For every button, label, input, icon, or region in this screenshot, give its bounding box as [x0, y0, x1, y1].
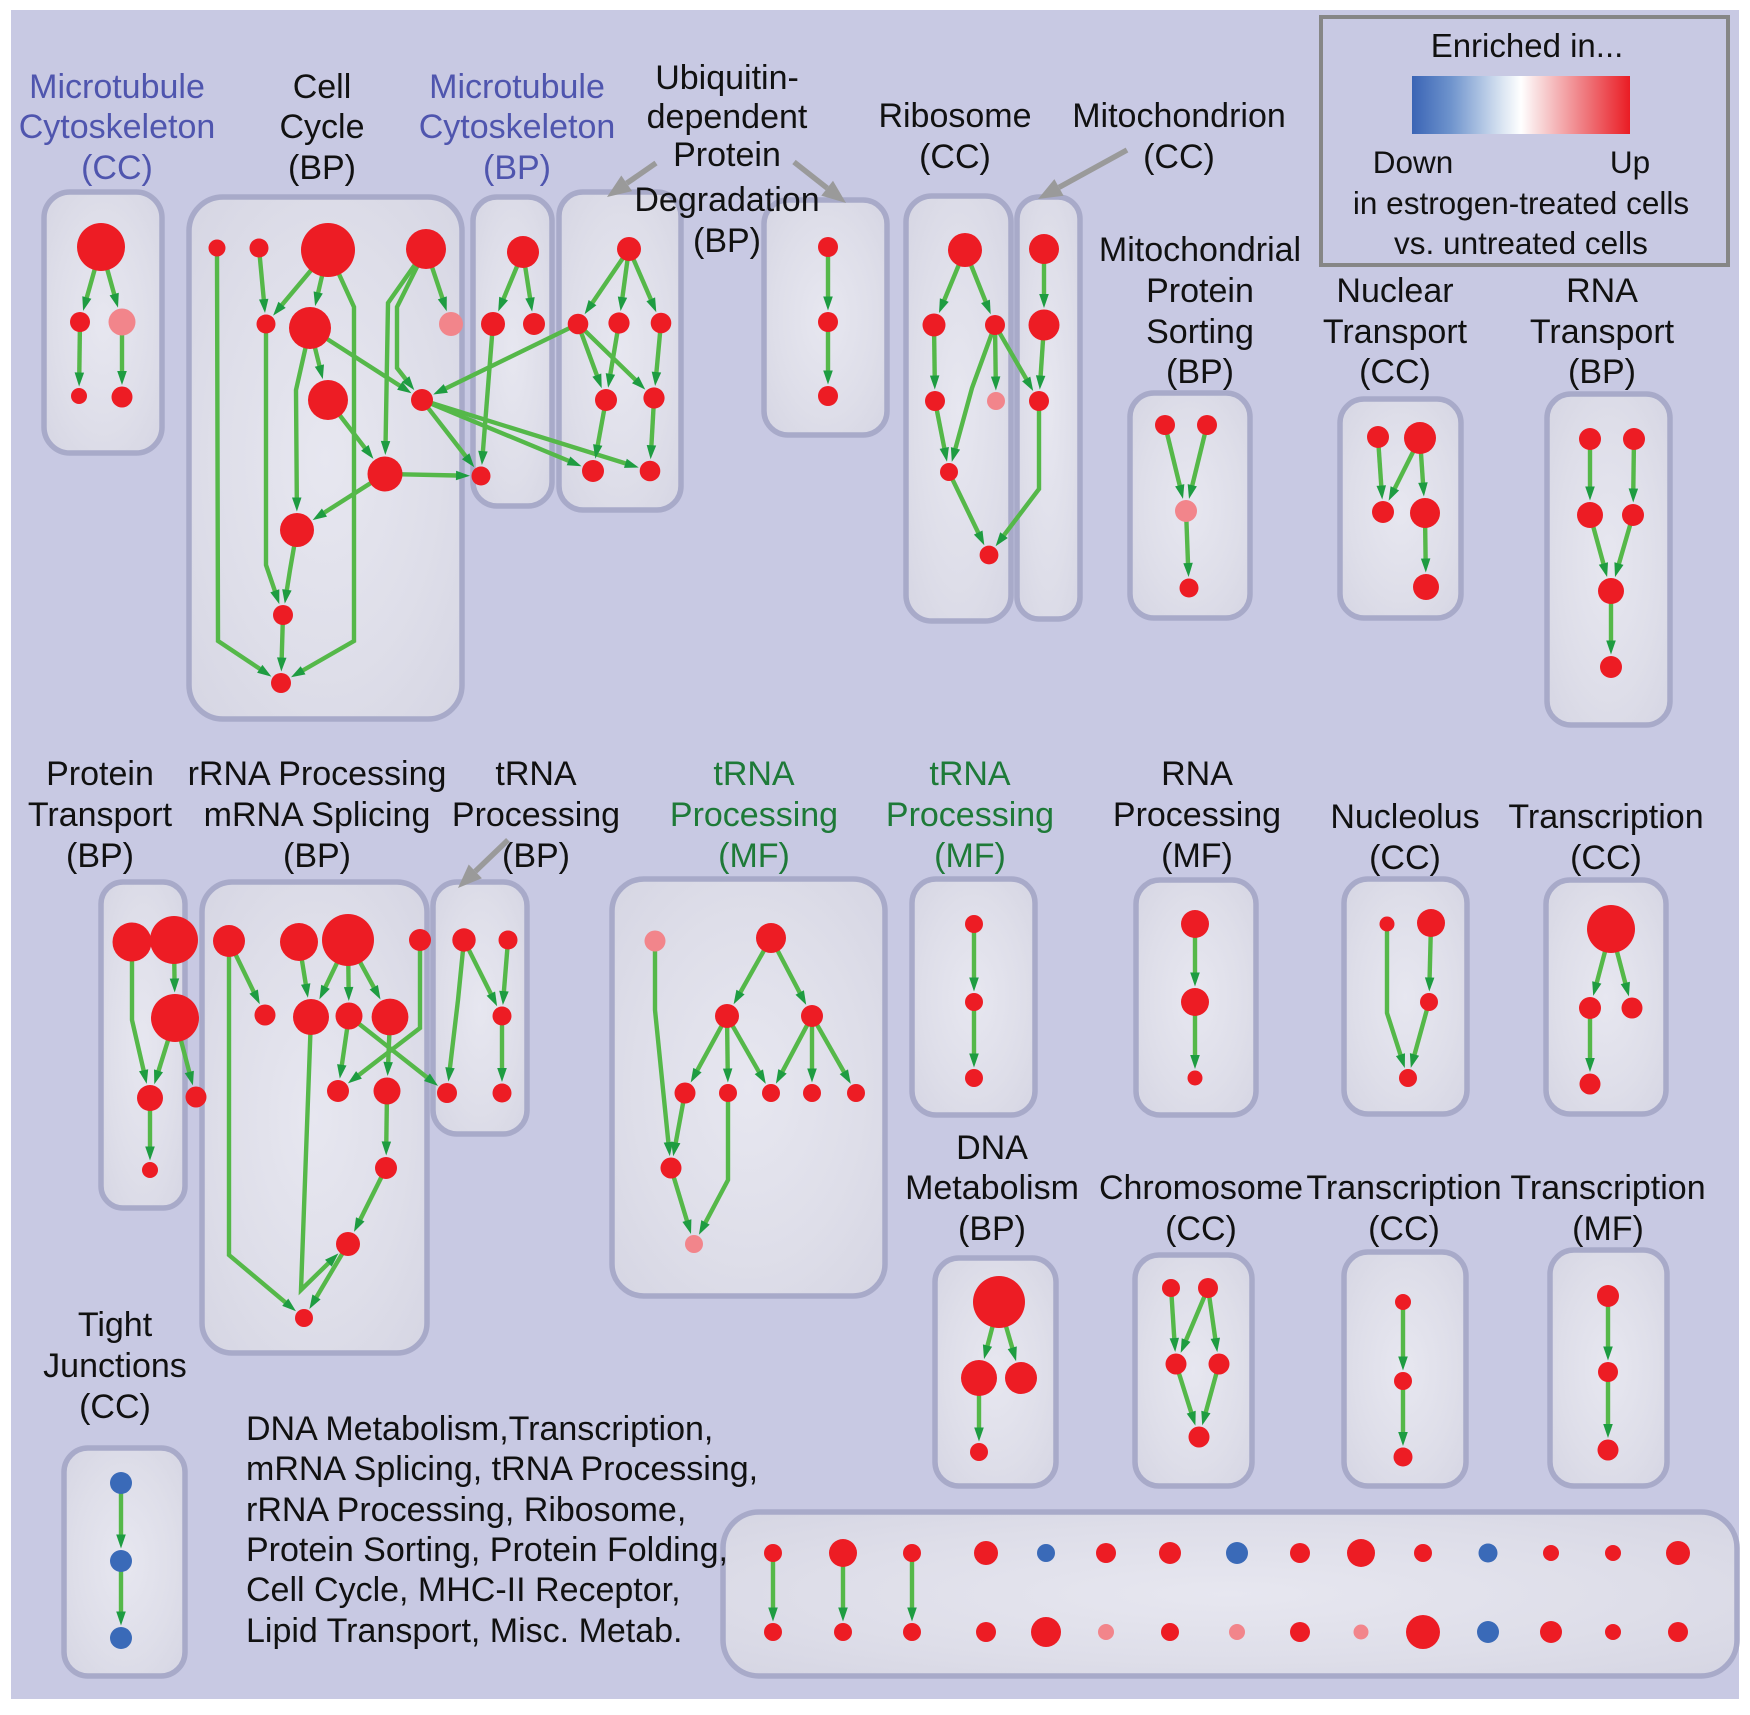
svg-text:(BP): (BP): [283, 837, 351, 875]
svg-text:Nuclear: Nuclear: [1336, 272, 1453, 310]
svg-text:Tight: Tight: [78, 1306, 153, 1344]
svg-text:Processing: Processing: [1113, 796, 1281, 834]
svg-text:Metabolism: Metabolism: [905, 1169, 1079, 1207]
svg-text:Degradation: Degradation: [634, 181, 819, 219]
svg-text:Ubiquitin-: Ubiquitin-: [655, 59, 799, 97]
svg-text:tRNA: tRNA: [495, 755, 577, 793]
svg-text:RNA: RNA: [1161, 755, 1233, 793]
svg-text:(CC): (CC): [1368, 1210, 1440, 1248]
svg-text:Transcription: Transcription: [1508, 798, 1703, 836]
svg-text:RNA: RNA: [1566, 272, 1638, 310]
svg-text:Junctions: Junctions: [43, 1347, 187, 1385]
svg-text:Up: Up: [1610, 144, 1650, 180]
svg-text:(BP): (BP): [502, 837, 570, 875]
svg-text:Enriched in...: Enriched in...: [1431, 27, 1624, 64]
svg-text:Mitochondrion: Mitochondrion: [1072, 97, 1286, 135]
svg-text:Microtubule: Microtubule: [429, 68, 605, 106]
svg-text:rRNA Processing: rRNA Processing: [188, 755, 447, 793]
svg-text:(BP): (BP): [693, 222, 761, 260]
svg-text:Cytoskeleton: Cytoskeleton: [19, 108, 216, 146]
svg-text:(BP): (BP): [958, 1210, 1026, 1248]
svg-text:(CC): (CC): [1143, 138, 1215, 176]
svg-text:(CC): (CC): [1570, 839, 1642, 877]
svg-text:Transcription: Transcription: [1306, 1169, 1501, 1207]
svg-text:Protein: Protein: [1146, 272, 1254, 310]
svg-text:(BP): (BP): [66, 837, 134, 875]
svg-text:Transport: Transport: [1530, 313, 1675, 351]
svg-text:Nucleolus: Nucleolus: [1330, 798, 1479, 836]
svg-text:Transport: Transport: [1323, 313, 1468, 351]
svg-text:Cell Cycle, MHC-II Receptor,: Cell Cycle, MHC-II Receptor,: [246, 1571, 681, 1609]
svg-text:Transport: Transport: [28, 796, 173, 834]
svg-text:Chromosome: Chromosome: [1099, 1169, 1303, 1207]
svg-text:(MF): (MF): [1572, 1210, 1644, 1248]
svg-text:(CC): (CC): [79, 1388, 151, 1426]
svg-text:(BP): (BP): [1166, 353, 1234, 391]
svg-text:(BP): (BP): [288, 149, 356, 187]
svg-text:mRNA Splicing, tRNA Processing: mRNA Splicing, tRNA Processing,: [246, 1450, 758, 1488]
svg-text:Ribosome: Ribosome: [878, 97, 1031, 135]
svg-text:Protein Sorting, Protein Foldi: Protein Sorting, Protein Folding,: [246, 1531, 728, 1569]
svg-text:in estrogen-treated cells: in estrogen-treated cells: [1353, 185, 1689, 221]
svg-text:(BP): (BP): [483, 149, 551, 187]
svg-text:vs. untreated cells: vs. untreated cells: [1394, 225, 1648, 261]
svg-text:Cell: Cell: [293, 68, 352, 106]
svg-text:(MF): (MF): [934, 837, 1006, 875]
svg-text:mRNA Splicing: mRNA Splicing: [204, 796, 431, 834]
svg-text:DNA: DNA: [956, 1129, 1028, 1167]
svg-text:tRNA: tRNA: [929, 755, 1011, 793]
svg-text:Sorting: Sorting: [1146, 313, 1254, 351]
svg-text:(CC): (CC): [1369, 839, 1441, 877]
svg-text:Protein: Protein: [46, 755, 154, 793]
svg-text:tRNA: tRNA: [713, 755, 795, 793]
svg-text:Mitochondrial: Mitochondrial: [1099, 231, 1301, 269]
svg-text:(MF): (MF): [1161, 837, 1233, 875]
svg-text:Lipid Transport, Misc. Metab.: Lipid Transport, Misc. Metab.: [246, 1612, 683, 1650]
svg-text:Processing: Processing: [886, 796, 1054, 834]
svg-text:(CC): (CC): [1165, 1210, 1237, 1248]
svg-text:Processing: Processing: [670, 796, 838, 834]
svg-text:(BP): (BP): [1568, 353, 1636, 391]
svg-text:(MF): (MF): [718, 837, 790, 875]
svg-text:Transcription: Transcription: [1510, 1169, 1705, 1207]
svg-text:Processing: Processing: [452, 796, 620, 834]
svg-text:(CC): (CC): [81, 149, 153, 187]
svg-text:Cycle: Cycle: [279, 108, 364, 146]
svg-text:Microtubule: Microtubule: [29, 68, 205, 106]
svg-text:(CC): (CC): [919, 138, 991, 176]
svg-text:DNA Metabolism,Transcription,: DNA Metabolism,Transcription,: [246, 1410, 713, 1448]
svg-text:rRNA Processing, Ribosome,: rRNA Processing, Ribosome,: [246, 1491, 686, 1529]
svg-text:Down: Down: [1373, 144, 1454, 180]
svg-text:Protein: Protein: [673, 136, 781, 174]
svg-text:Cytoskeleton: Cytoskeleton: [419, 108, 616, 146]
svg-text:(CC): (CC): [1359, 353, 1431, 391]
svg-text:dependent: dependent: [647, 98, 808, 136]
